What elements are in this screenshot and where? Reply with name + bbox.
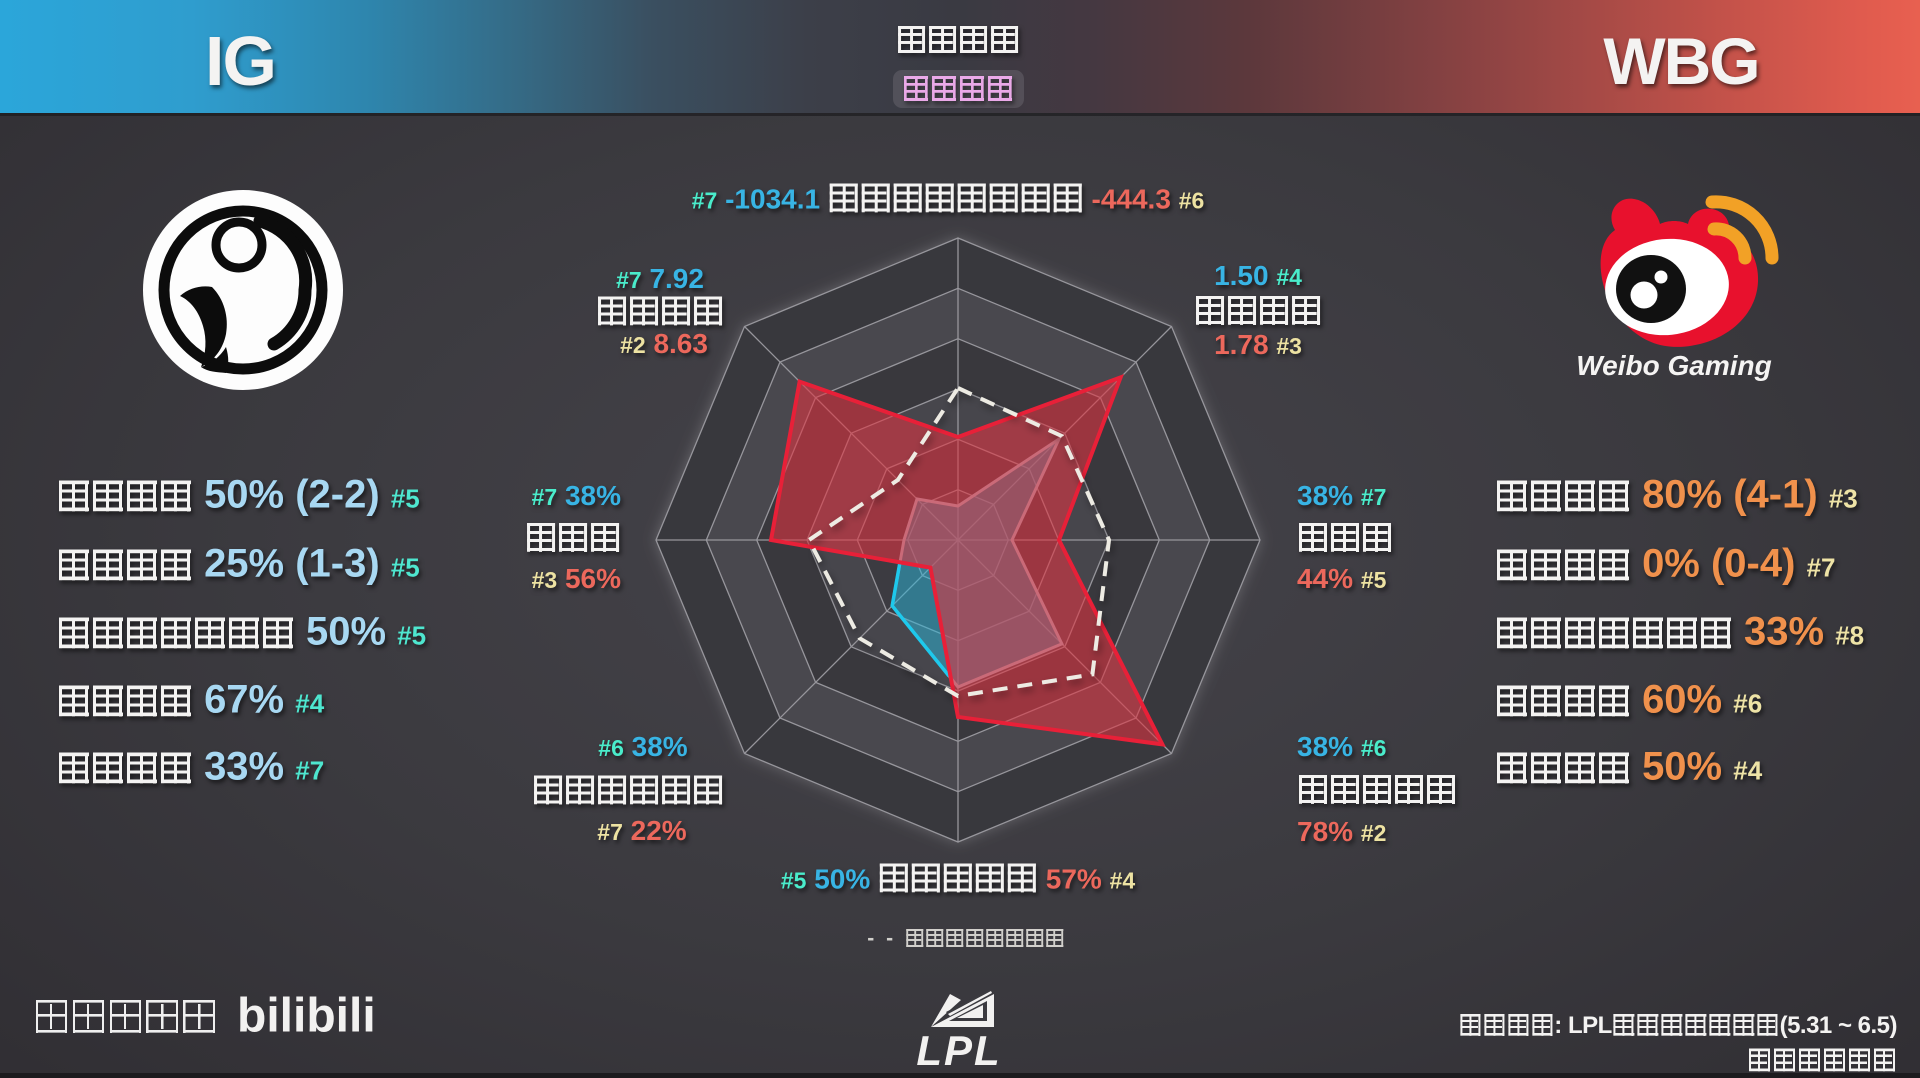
svg-text:Weibo Gaming: Weibo Gaming (1576, 350, 1772, 381)
